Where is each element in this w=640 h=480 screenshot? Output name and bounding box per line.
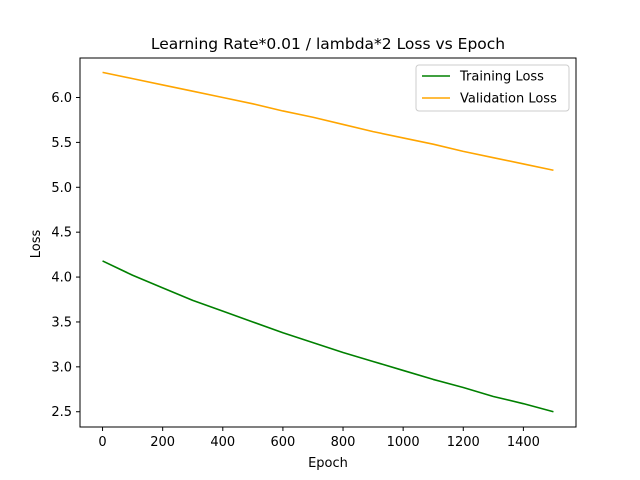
y-tick-label: 5.5 bbox=[51, 136, 72, 151]
plot-lines bbox=[102, 71, 554, 413]
legend-entry-label: Validation Loss bbox=[460, 92, 557, 107]
x-tick-label: 1400 bbox=[507, 435, 540, 450]
x-tick-label: 200 bbox=[150, 435, 175, 450]
x-tick-label: 400 bbox=[210, 435, 235, 450]
legend-box bbox=[415, 64, 570, 112]
plot-frame bbox=[79, 57, 577, 428]
y-tick-label: 4.5 bbox=[51, 226, 72, 241]
x-tick-label: 1000 bbox=[387, 435, 420, 450]
x-tick-label: 600 bbox=[270, 435, 295, 450]
y-tick-label: 6.0 bbox=[51, 91, 72, 106]
x-axis-label: Epoch bbox=[308, 456, 348, 471]
x-tick-label: 1200 bbox=[447, 435, 480, 450]
series-line-1 bbox=[102, 71, 554, 172]
y-tick-label: 4.0 bbox=[51, 271, 72, 286]
y-tick-label: 3.5 bbox=[51, 315, 72, 330]
y-axis-ticks: 2.5 3.0 3.5 4.0 4.5 5.0 5.5 6.0 bbox=[51, 91, 80, 420]
legend-entry-label: Training Loss bbox=[459, 70, 544, 85]
y-tick-label: 3.0 bbox=[51, 360, 72, 375]
chart-title: Learning Rate*0.01 / lambda*2 Loss vs Ep… bbox=[151, 35, 505, 53]
y-tick-label: 5.0 bbox=[51, 181, 72, 196]
x-axis-ticks: 0 200 400 600 800 1000 1200 1400 bbox=[98, 427, 540, 450]
x-tick-label: 0 bbox=[98, 435, 106, 450]
series-line-0 bbox=[102, 260, 554, 413]
y-axis-label: Loss bbox=[29, 230, 44, 259]
y-tick-label: 2.5 bbox=[51, 405, 72, 420]
legend: Training Loss Validation Loss bbox=[415, 64, 570, 112]
x-tick-label: 800 bbox=[331, 435, 356, 450]
